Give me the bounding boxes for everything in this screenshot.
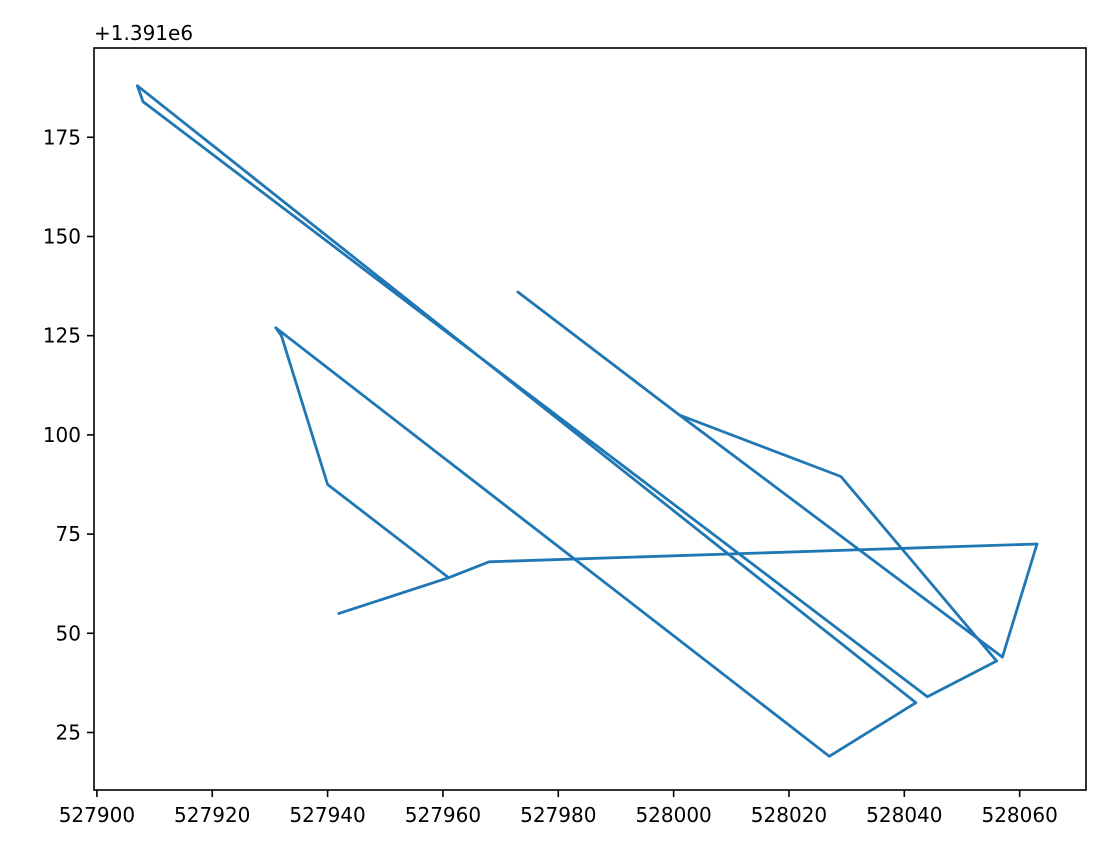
- y-tick-label: 150: [43, 224, 81, 248]
- y-tick-label: 75: [56, 522, 81, 546]
- x-tick-label: 528000: [635, 803, 711, 827]
- data-line: [135, 84, 1039, 758]
- x-tick-label: 527960: [405, 803, 481, 827]
- x-tick-label: 527900: [59, 803, 135, 827]
- x-tick-label: 527980: [520, 803, 596, 827]
- x-tick-label: 527920: [174, 803, 250, 827]
- y-axis-ticks: 25 50 75 100 125 150 175: [43, 125, 94, 744]
- y-offset-label: +1.391e6: [94, 21, 193, 45]
- y-tick-label: 175: [43, 125, 81, 149]
- x-tick-label: 528060: [981, 803, 1057, 827]
- x-tick-label: 527940: [289, 803, 365, 827]
- y-tick-label: 100: [43, 423, 81, 447]
- x-tick-label: 528040: [866, 803, 942, 827]
- x-axis-ticks: 527900 527920 527940 527960 527980 528000 5280…: [59, 790, 1058, 827]
- x-tick-label: 528020: [751, 803, 827, 827]
- y-tick-label: 125: [43, 324, 81, 348]
- y-tick-label: 25: [56, 720, 81, 744]
- y-tick-label: 50: [56, 621, 81, 645]
- plot-frame: [93, 47, 1087, 791]
